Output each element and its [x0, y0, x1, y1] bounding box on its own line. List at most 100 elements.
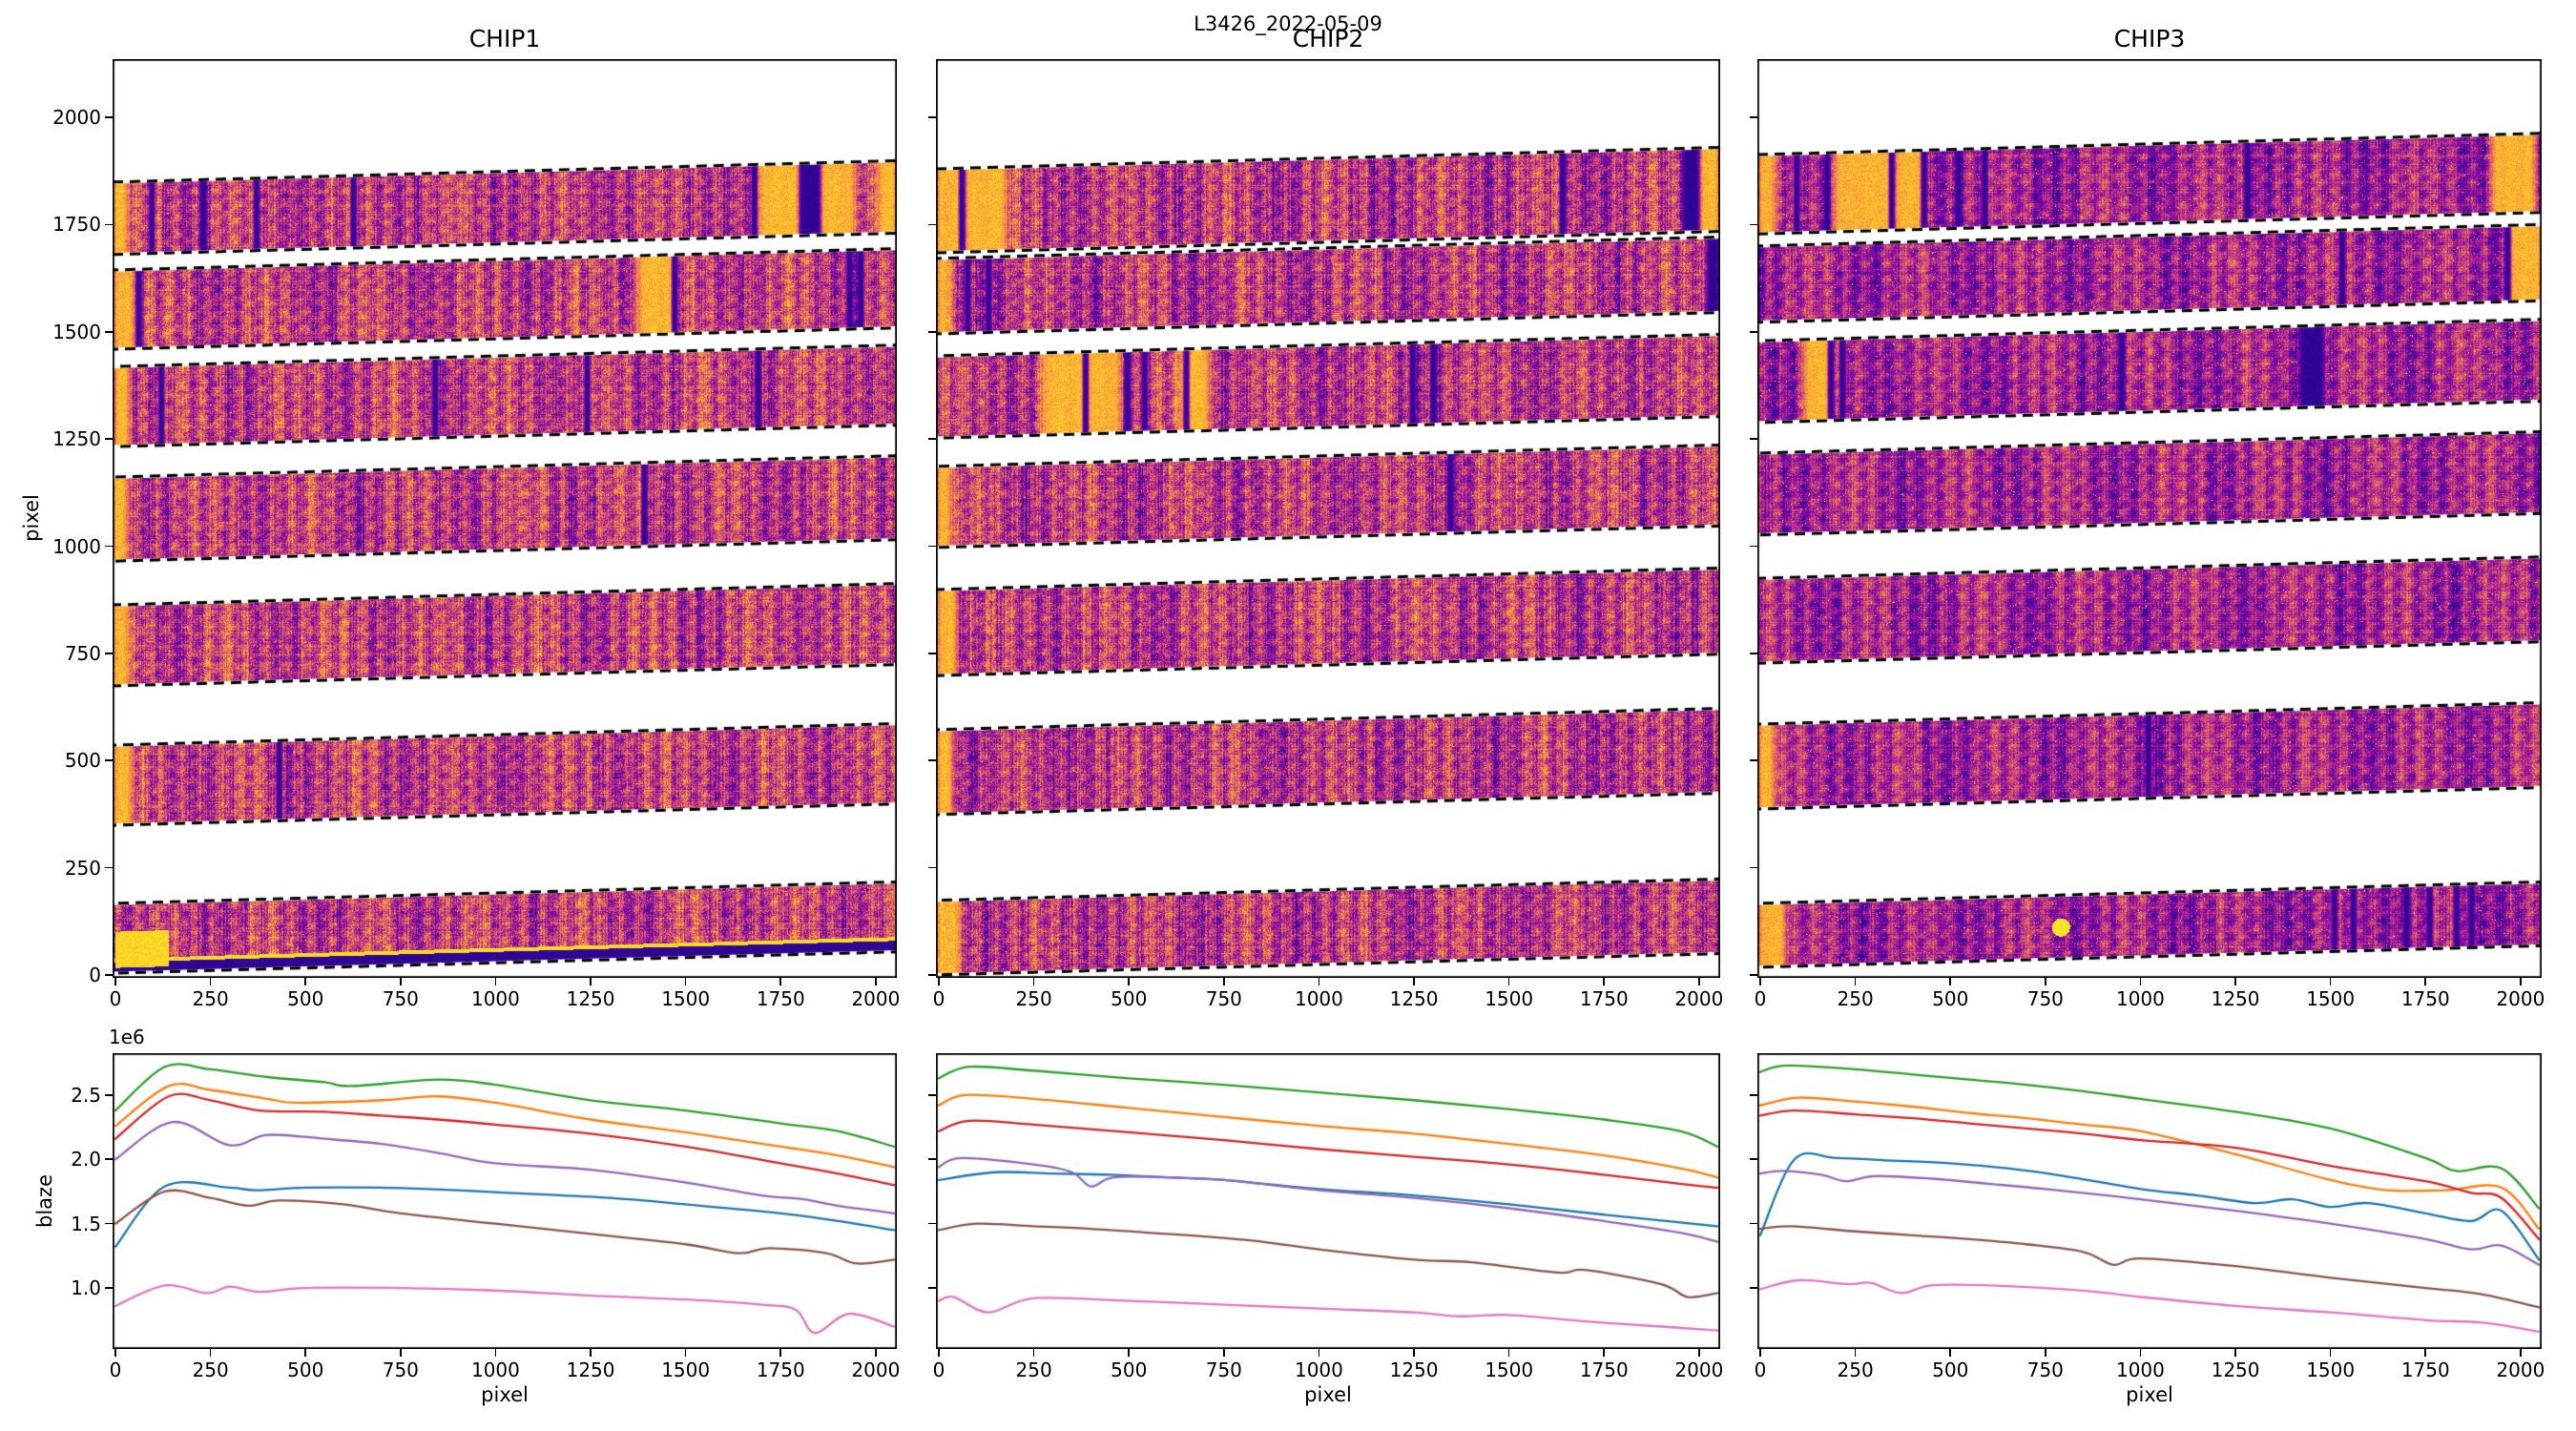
x-tick-label: 1500 — [2306, 1358, 2356, 1381]
tick-mark — [1507, 1349, 1510, 1357]
tick-mark — [1318, 978, 1320, 985]
tick-mark — [590, 978, 592, 985]
tick-mark — [105, 1222, 113, 1225]
tick-mark — [1507, 978, 1510, 985]
tick-mark — [684, 978, 687, 985]
tick-mark — [928, 653, 936, 654]
x-tick-label: 1000 — [1294, 1358, 1343, 1381]
figure-title: L3426_2022-05-09 — [1194, 12, 1382, 35]
x-tick-label: 1250 — [566, 987, 615, 1010]
x-tick-label: 1250 — [566, 1358, 615, 1381]
x-tick-label: 1000 — [2115, 987, 2165, 1010]
tick-mark — [1032, 1349, 1035, 1357]
tick-mark — [400, 1349, 402, 1357]
tick-mark — [494, 978, 497, 985]
tick-mark — [928, 1287, 936, 1289]
chip3-blaze-plot — [1757, 1053, 2542, 1349]
x-tick-label: 1250 — [1389, 1358, 1439, 1381]
tick-mark — [1223, 978, 1225, 985]
chip3-orders-image — [1757, 59, 2542, 978]
tick-mark — [105, 866, 113, 869]
tick-mark — [494, 1349, 497, 1357]
y-tick-label: 1250 — [52, 427, 101, 451]
tick-mark — [1750, 1222, 1757, 1225]
chip2-blaze-panel — [936, 1053, 1720, 1349]
tick-mark — [2139, 978, 2142, 985]
tick-mark — [938, 1349, 940, 1357]
tick-mark — [2045, 978, 2046, 985]
tick-mark — [114, 1349, 116, 1357]
tick-mark — [1750, 438, 1757, 440]
x-tick-label: 250 — [1837, 987, 1874, 1010]
tick-mark — [105, 330, 113, 333]
tick-mark — [1603, 978, 1606, 985]
x-tick-label: 1250 — [1389, 987, 1439, 1010]
x-tick-label: 750 — [382, 1358, 419, 1381]
chip1-blaze-panel — [113, 1053, 897, 1349]
chip1-title: CHIP1 — [468, 25, 541, 52]
tick-mark — [779, 1349, 782, 1357]
y-tick-label: 1500 — [52, 320, 101, 343]
tick-mark — [928, 330, 936, 333]
tick-mark — [928, 438, 936, 440]
x-tick-label: 1500 — [661, 1358, 711, 1381]
chip3-blaze-panel — [1757, 1053, 2542, 1349]
chip3-title: CHIP3 — [2113, 25, 2186, 52]
tick-mark — [105, 223, 113, 226]
y-tick-label: 500 — [64, 749, 101, 773]
tick-mark — [1750, 1094, 1757, 1096]
tick-mark — [2424, 978, 2427, 985]
tick-mark — [1949, 978, 1951, 985]
blaze2-xlabel: pixel — [1304, 1383, 1352, 1406]
tick-mark — [875, 978, 877, 985]
x-tick-label: 1750 — [1579, 1358, 1629, 1381]
tick-mark — [928, 866, 936, 869]
y-tick-label: 2000 — [52, 106, 101, 129]
blaze1-xlabel: pixel — [481, 1383, 529, 1406]
chip2-orders-image — [936, 59, 1720, 978]
tick-mark — [1128, 978, 1130, 985]
chip1-orders-image — [113, 59, 897, 978]
x-tick-label: 0 — [1754, 987, 1767, 1010]
x-tick-label: 1250 — [2211, 1358, 2260, 1381]
tick-mark — [304, 1349, 306, 1357]
x-tick-label: 1500 — [661, 987, 711, 1010]
x-tick-label: 2000 — [851, 1358, 901, 1381]
tick-mark — [2329, 1349, 2332, 1357]
tick-mark — [928, 545, 936, 548]
x-tick-label: 1500 — [2306, 987, 2356, 1010]
tick-mark — [114, 978, 116, 985]
tick-mark — [928, 223, 936, 226]
tick-mark — [779, 978, 782, 985]
x-tick-label: 1000 — [1294, 987, 1343, 1010]
y-tick-label: 1.0 — [71, 1276, 101, 1300]
tick-mark — [2424, 1349, 2427, 1357]
x-tick-label: 500 — [1932, 987, 1969, 1010]
tick-mark — [1949, 1349, 1951, 1357]
tick-mark — [105, 1287, 113, 1289]
x-tick-label: 750 — [1205, 1358, 1242, 1381]
x-tick-label: 500 — [1111, 1358, 1148, 1381]
tick-mark — [1759, 978, 1761, 985]
x-tick-label: 2000 — [2496, 987, 2545, 1010]
tick-mark — [928, 1222, 936, 1225]
y-tick-label: 1000 — [52, 534, 101, 558]
chip1-blaze-plot — [113, 1053, 897, 1349]
tick-mark — [105, 974, 113, 976]
x-tick-label: 250 — [1015, 1358, 1052, 1381]
chip2-blaze-plot — [936, 1053, 1720, 1349]
tick-mark — [1318, 1349, 1320, 1357]
y-tick-label: 750 — [64, 641, 101, 665]
y-tick-label: 2.5 — [71, 1083, 101, 1107]
tick-mark — [1032, 978, 1035, 985]
tick-mark — [1759, 1349, 1761, 1357]
tick-mark — [304, 978, 306, 985]
x-tick-label: 250 — [1837, 1358, 1874, 1381]
tick-mark — [105, 1094, 113, 1096]
tick-mark — [590, 1349, 592, 1357]
x-tick-label: 1000 — [470, 987, 520, 1010]
tick-mark — [2234, 978, 2236, 985]
tick-mark — [928, 974, 936, 976]
x-tick-label: 500 — [1111, 987, 1148, 1010]
